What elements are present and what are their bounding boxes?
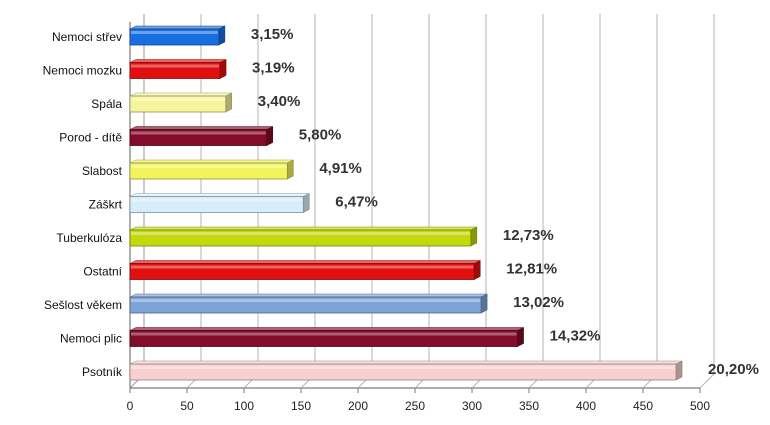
data-label: 3,15% [251, 26, 294, 43]
category-label: Nemoci mozku [43, 64, 122, 78]
bar [129, 330, 519, 347]
x-tick-label: 0 [127, 399, 134, 413]
bar-top [129, 293, 488, 298]
x-tick-label: 100 [234, 399, 254, 413]
x-tick-label: 400 [576, 399, 596, 413]
bar-top [129, 226, 477, 231]
data-label: 3,19% [252, 60, 295, 77]
x-tick-label: 150 [291, 399, 311, 413]
data-label: 14,32% [550, 328, 601, 345]
category-label: Nemoci plic [60, 332, 122, 346]
bar-top [129, 260, 481, 264]
bar-highlight [131, 165, 287, 168]
x-tick-label: 200 [348, 399, 368, 413]
bar-end [287, 159, 294, 180]
bar-highlight [131, 299, 481, 302]
bar-top [129, 126, 273, 130]
bar-highlight [131, 31, 218, 34]
bar-end [675, 360, 683, 381]
bar [129, 62, 221, 79]
bar-highlight [131, 366, 676, 369]
data-label: 3,40% [258, 93, 301, 110]
bar [129, 296, 482, 314]
bar-end [480, 293, 488, 314]
bar-group [129, 293, 488, 314]
bar-end [470, 226, 478, 247]
bar-highlight [131, 198, 303, 202]
data-label: 13,02% [513, 294, 564, 311]
x-tick-label: 350 [519, 399, 539, 413]
bar-group [129, 159, 294, 180]
data-label: 5,80% [299, 127, 342, 144]
data-label: 4,91% [319, 160, 362, 177]
gridline-floor [699, 373, 715, 389]
bar-highlight [131, 131, 266, 135]
bar [129, 162, 288, 180]
bar-end [266, 126, 274, 146]
data-label: 20,20% [708, 361, 759, 378]
bar-highlight [131, 232, 470, 235]
bar-highlight [131, 265, 474, 269]
bar-highlight [131, 98, 225, 101]
bar-top [129, 59, 227, 63]
x-tick-label: 250 [405, 399, 425, 413]
bar-top [129, 25, 226, 30]
bar-top [129, 159, 294, 164]
bar-group [129, 59, 227, 79]
bar [129, 196, 304, 213]
bar-group [129, 92, 233, 113]
category-label: Záškrt [89, 198, 123, 212]
bar-top [129, 193, 310, 197]
bar-top [129, 327, 524, 331]
bar-end [225, 92, 233, 113]
bar [129, 95, 227, 113]
x-tick-label: 500 [690, 399, 710, 413]
bar-end [517, 327, 524, 347]
category-label: Psotník [82, 365, 123, 379]
bar-group [129, 327, 524, 347]
bar [129, 129, 268, 146]
category-label: Porod - dítě [59, 131, 122, 145]
bar-group [129, 193, 310, 213]
bar [129, 363, 677, 381]
category-label: Spála [91, 97, 122, 111]
bars [129, 25, 683, 381]
bar-end [219, 59, 227, 79]
bar [129, 263, 475, 280]
category-label: Nemoci střev [52, 30, 122, 44]
data-label: 6,47% [335, 194, 378, 211]
bar [129, 229, 472, 247]
x-tick-label: 300 [462, 399, 482, 413]
bar-highlight [131, 64, 220, 68]
data-label: 12,73% [503, 227, 554, 244]
bar [129, 28, 220, 46]
category-label: Tuberkulóza [56, 231, 122, 245]
bar-group [129, 360, 683, 381]
x-tick-label: 50 [180, 399, 194, 413]
bar-end [218, 25, 226, 46]
bar-group [129, 126, 274, 146]
data-label: 12,81% [506, 261, 557, 278]
category-label: Slabost [82, 164, 123, 178]
bar-group [129, 260, 481, 280]
category-label: Ostatní [83, 265, 122, 279]
bar-end [474, 260, 481, 280]
bar-top [129, 92, 232, 97]
bar-end [303, 193, 310, 213]
bar-group [129, 25, 226, 46]
bar-highlight [131, 332, 517, 336]
category-label: Sešlost věkem [44, 298, 122, 312]
x-tick-label: 450 [633, 399, 653, 413]
bar-group [129, 226, 478, 247]
bar-top [129, 360, 683, 365]
